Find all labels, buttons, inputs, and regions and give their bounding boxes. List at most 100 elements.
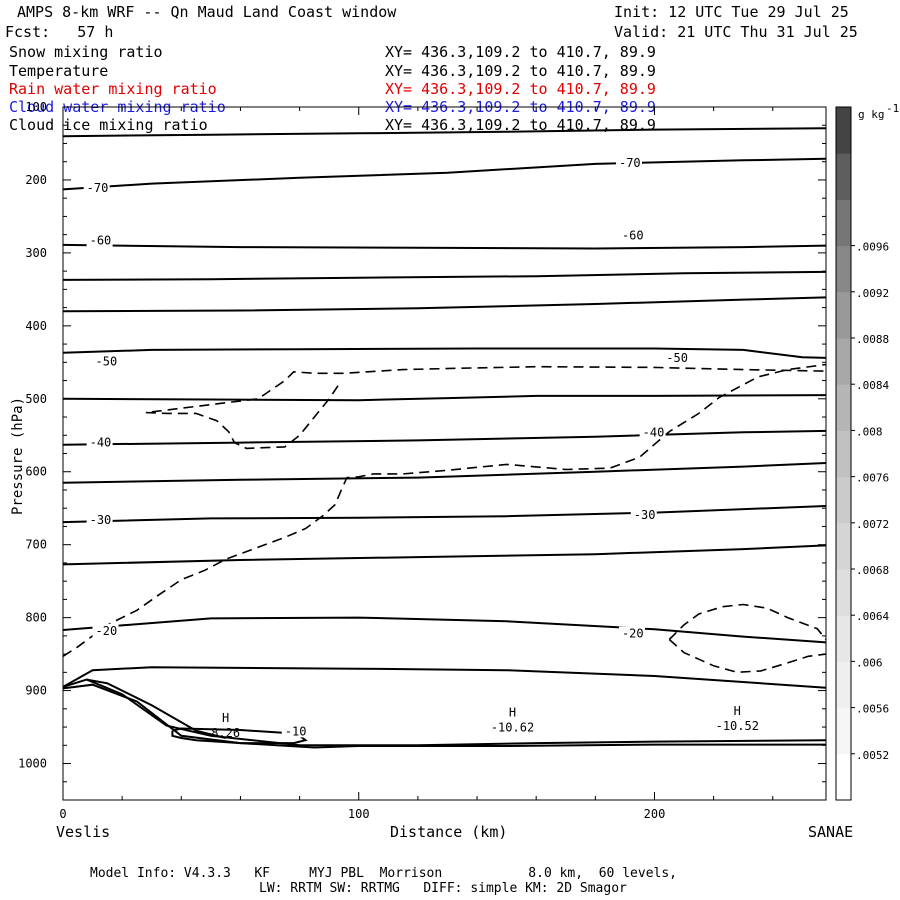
temperature-contour--60-0 [63, 243, 826, 250]
colorbar-swatch-10 [836, 291, 851, 339]
colorbar-units-superscript: -1 [886, 102, 899, 115]
colorbar-label-10: .0092 [856, 287, 889, 300]
contour-label--20-1: -20 [622, 627, 644, 641]
y-tick-label-100: 100 [25, 100, 47, 114]
x-tick-label-0: 0 [59, 807, 66, 821]
colorbar-swatch-6 [836, 476, 851, 524]
contour-label--30-0: -30 [90, 513, 112, 527]
field-xy-cloud-ice: XY= 436.3,109.2 to 410.7, 89.9 [385, 116, 656, 134]
y-tick-label-600: 600 [25, 465, 47, 479]
colorbar-swatch-12 [836, 199, 851, 247]
contour-label-bg [92, 623, 119, 637]
valid-time: Valid: 21 UTC Thu 31 Jul 25 [614, 23, 858, 41]
temperature-contour--30-1 [63, 544, 826, 566]
colorbar-swatch-5 [836, 522, 851, 570]
temperature-contour--70-0 [63, 127, 826, 138]
colorbar-units: g kg [858, 108, 885, 121]
dashed-contour-0 [63, 363, 826, 657]
contour-label-bg [86, 233, 113, 247]
contour-label--70-0: -70 [87, 181, 109, 195]
temperature-contour--40-0 [63, 429, 826, 446]
temperature-contour--50-1 [63, 394, 826, 402]
contour-label--40-1: -40 [643, 425, 665, 439]
field-xy-rain: XY= 436.3,109.2 to 410.7, 89.9 [385, 80, 656, 98]
high-value-2: -10.52 [716, 719, 759, 733]
near-surface-contour-0 [63, 678, 826, 747]
contour-label-bg [281, 724, 308, 738]
y-tick-label-400: 400 [25, 319, 47, 333]
y-tick-label-300: 300 [25, 246, 47, 260]
temperature-contour--20-0 [63, 616, 826, 644]
field-xy-snow: XY= 436.3,109.2 to 410.7, 89.9 [385, 43, 656, 61]
colorbar-swatch-4 [836, 569, 851, 616]
y-tick-label-1000: 1000 [18, 757, 47, 771]
near-surface-contour-1 [63, 683, 826, 749]
colorbar-label-1: .0056 [856, 703, 889, 716]
contour-label--50-0: -50 [96, 355, 118, 369]
contour-label-bg [615, 156, 642, 170]
contour-label--50-1: -50 [666, 351, 688, 365]
colorbar-swatch-8 [836, 384, 851, 431]
colorbar-swatch-2 [836, 661, 851, 709]
high-value-0: 8.26 [211, 726, 240, 740]
contour-label--60-0: -60 [90, 233, 112, 247]
field-label-temperature: Temperature [9, 62, 109, 80]
colorbar-swatch-11 [836, 245, 851, 293]
colorbar-frame [835, 106, 852, 801]
contour-label-bg [618, 228, 645, 242]
x-left-endpoint: Veslis [56, 823, 111, 841]
temperature-contour--40-1 [63, 462, 826, 484]
colorbar-swatch-7 [836, 430, 851, 478]
chart-title: AMPS 8-km WRF -- Qn Maud Land Coast wind… [17, 3, 397, 21]
y-tick-label-500: 500 [25, 392, 47, 406]
contour-label-bg [618, 626, 645, 640]
field-label-rain: Rain water mixing ratio [9, 80, 217, 98]
colorbar-label-2: .006 [856, 656, 883, 669]
model-info-line1: Model Info: V4.3.3 KF MYJ PBL Morrison 8… [90, 866, 677, 881]
contour-label-bg [83, 180, 110, 194]
contour-label--10-0: -10 [285, 724, 307, 738]
contour-label-bg [92, 354, 119, 368]
plot-area: -70 -70 -60 -60 -50 -50 -40 -40 -30 -30 -20 -20 -10 H… [63, 127, 826, 749]
colorbar-label-4: .0068 [856, 564, 889, 577]
y-tick-label-900: 900 [25, 684, 47, 698]
y-axis-label: Pressure (hPa) [10, 396, 26, 515]
contour-label--20-0: -20 [96, 624, 118, 638]
colorbar-label-9: .0088 [856, 333, 889, 346]
temperature-contour--10-0 [171, 727, 308, 745]
colorbar-label-0: .0052 [856, 749, 889, 762]
colorbar: .0052 .0056 .006 .0064 .0068 .0072 .0076 .008 .0… [835, 102, 899, 801]
forecast-hour: Fcst: 57 h [5, 23, 114, 41]
high-marker-0: H [222, 711, 229, 725]
y-tick-label-200: 200 [25, 173, 47, 187]
init-time: Init: 12 UTC Tue 29 Jul 25 [614, 3, 849, 21]
x-right-endpoint: SANAE [808, 823, 854, 841]
colorbar-label-11: .0096 [856, 241, 889, 254]
contour-label-bg [86, 512, 113, 526]
temperature-contour--60-2 [63, 296, 826, 313]
colorbar-swatch-13 [836, 153, 851, 200]
field-label-snow: Snow mixing ratio [9, 43, 163, 61]
contour-label--30-1: -30 [634, 508, 656, 522]
near-surface-contour-2 [86, 678, 226, 739]
contour-label--60-1: -60 [622, 228, 644, 242]
temperature-contour--60-1 [63, 270, 826, 281]
dashed-contour-1 [145, 365, 826, 450]
x-tick-label-200: 200 [644, 807, 666, 821]
high-marker-1: H [509, 706, 516, 720]
colorbar-swatch-1 [836, 707, 851, 755]
colorbar-swatch-3 [836, 615, 851, 662]
colorbar-label-6: .0076 [856, 472, 889, 485]
x-axis-label: Distance (km) [390, 823, 508, 841]
colorbar-label-8: .0084 [856, 379, 889, 392]
colorbar-swatch-9 [836, 338, 851, 385]
temperature-contour--50-0 [63, 347, 826, 359]
contour-label-bg [639, 425, 666, 439]
temperature-contour--70-1 [63, 157, 826, 191]
high-marker-2: H [734, 704, 741, 718]
contour-label-bg [630, 507, 657, 521]
colorbar-swatch-0 [836, 753, 851, 801]
colorbar-swatch-14 [836, 107, 851, 154]
axes: 100 200 300 400 500 600 700 800 900 1000 0 100 200 [18, 100, 827, 821]
